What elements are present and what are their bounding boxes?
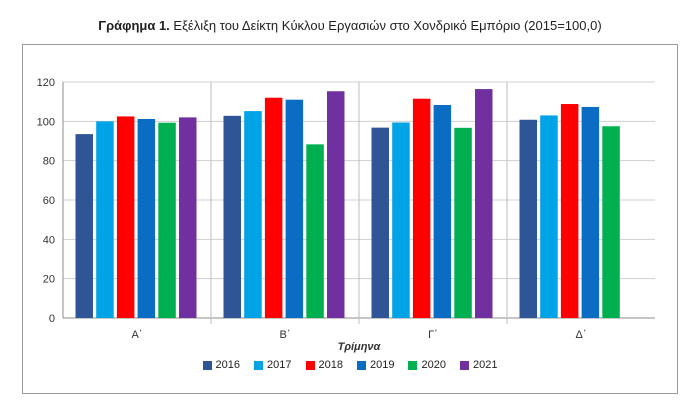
legend-swatch (459, 360, 469, 370)
bar-2016-0 (75, 134, 93, 318)
bar-2021-0 (179, 117, 197, 319)
bar-2018-0 (116, 116, 135, 319)
bar-2016-2 (371, 127, 389, 318)
bar-2018-2 (412, 98, 431, 318)
bar-2017-2 (392, 122, 410, 318)
legend-item-2020: 2020 (408, 359, 446, 371)
legend-label: 2018 (318, 359, 343, 371)
bar-2019-2 (433, 105, 452, 318)
bar-2016-1 (223, 115, 241, 319)
x-tick-label: Β΄ (280, 329, 291, 341)
legend-swatch (408, 360, 418, 370)
legend-swatch (202, 360, 212, 370)
bar-2020-3 (602, 126, 620, 318)
y-tick-label: 100 (37, 116, 55, 128)
bar-2019-1 (285, 99, 304, 318)
legend-item-2018: 2018 (305, 359, 343, 371)
bar-2017-3 (540, 115, 558, 318)
x-axis-title: Τρίμηνα (338, 341, 382, 353)
bar-2020-1 (306, 144, 324, 318)
bar-2016-3 (519, 119, 537, 318)
legend-item-2021: 2021 (459, 359, 498, 371)
bar-2021-1 (327, 91, 345, 318)
chart-title-bold: Γράφημα 1. (98, 18, 170, 33)
y-tick-label: 120 (37, 77, 55, 89)
x-tick-label: Γ΄ (428, 329, 438, 341)
bar-2018-3 (560, 104, 579, 318)
bar-2017-0 (96, 121, 114, 318)
legend-swatch (254, 360, 264, 370)
chart-frame (22, 44, 678, 394)
legend-label: 2017 (267, 359, 292, 371)
y-tick-label: 80 (43, 156, 55, 168)
y-tick-label: 40 (43, 234, 55, 246)
y-tick-label: 20 (43, 274, 55, 286)
legend-label: 2021 (472, 359, 498, 371)
legend-label: 2016 (215, 359, 241, 371)
chart-title: Γράφημα 1. Εξέλιξη του Δείκτη Κύκλου Εργ… (0, 18, 700, 33)
chart-legend: 2016 2017 2018 2019 2020 2021 (0, 359, 700, 371)
bar-2021-2 (475, 89, 493, 318)
chart-title-text: Εξέλιξη του Δείκτη Κύκλου Εργασιών στο Χ… (169, 18, 602, 33)
bar-2017-1 (244, 111, 262, 319)
legend-swatch (357, 360, 366, 370)
legend-item-2016: 2016 (202, 359, 241, 371)
legend-item-2017: 2017 (254, 359, 292, 371)
legend-item-2019: 2019 (357, 359, 394, 371)
legend-label: 2019 (370, 359, 395, 371)
x-tick-label: Α΄ (132, 329, 143, 341)
y-tick-label: 60 (43, 195, 55, 207)
bar-2019-0 (137, 118, 156, 319)
legend-label: 2020 (421, 359, 446, 371)
x-tick-label: Δ΄ (575, 329, 586, 341)
bar-2020-0 (158, 122, 176, 319)
bar-2020-2 (454, 127, 472, 318)
y-tick-label: 0 (49, 313, 55, 325)
bar-2019-3 (581, 106, 600, 318)
bar-2018-1 (264, 97, 283, 318)
legend-swatch (305, 360, 315, 370)
